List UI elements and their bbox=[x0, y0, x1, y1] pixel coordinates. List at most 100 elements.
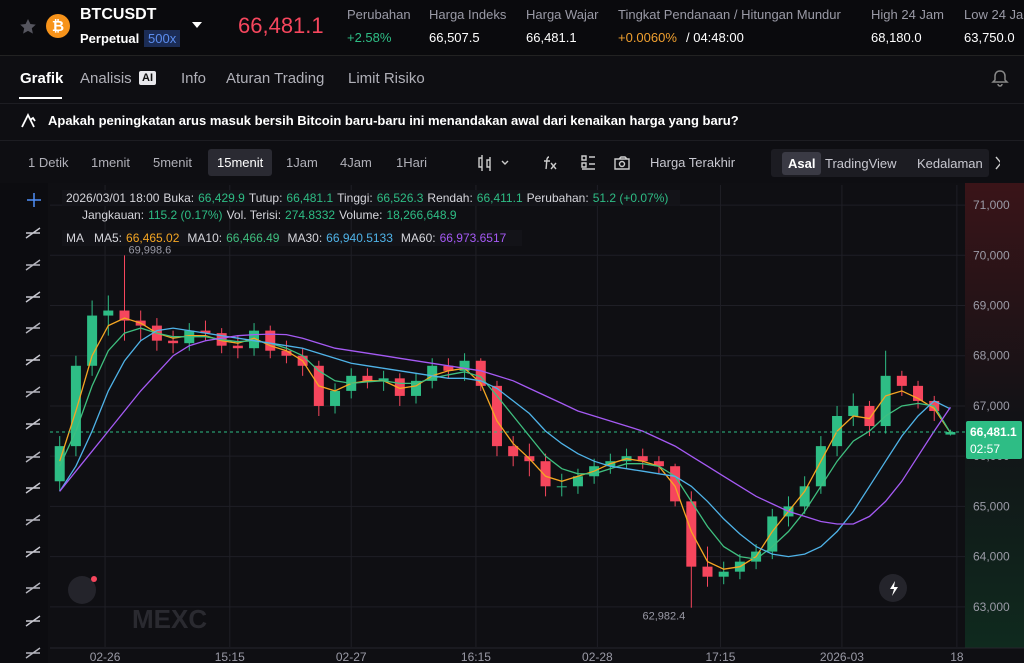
ohlc-label: Buka: bbox=[163, 191, 195, 205]
tool-icon[interactable] bbox=[25, 546, 41, 558]
x-tick-label: 02-26 bbox=[90, 650, 121, 663]
interval[interactable]: 4Jam bbox=[340, 155, 372, 170]
candle-body bbox=[686, 501, 697, 567]
tab[interactable]: Info bbox=[181, 70, 207, 87]
tab-underline bbox=[19, 97, 62, 99]
price-source[interactable]: Harga Terakhir bbox=[650, 155, 736, 170]
ohlc-label: Volume: bbox=[339, 208, 383, 222]
tool-icon[interactable] bbox=[25, 418, 41, 430]
tool-icon[interactable] bbox=[25, 514, 41, 526]
interval[interactable]: 1Hari bbox=[396, 155, 428, 170]
candle-body bbox=[168, 340, 179, 344]
candle-body bbox=[702, 566, 713, 577]
stat-value: 63,750.0 bbox=[964, 30, 1015, 45]
interval[interactable]: 1 Detik bbox=[28, 155, 69, 170]
interval[interactable]: 1menit bbox=[91, 155, 131, 170]
candle-body bbox=[249, 330, 260, 349]
ohlc-label: Vol. Terisi: bbox=[226, 208, 282, 222]
tool-icon[interactable] bbox=[25, 451, 41, 463]
ohlc-time: 2026/03/01 18:00 bbox=[66, 191, 160, 205]
tool-icon[interactable] bbox=[27, 193, 41, 207]
y-tick-label: 70,000 bbox=[973, 248, 1010, 262]
legend-name: MA10: bbox=[187, 231, 223, 245]
candle-body bbox=[475, 360, 486, 386]
tab[interactable]: Aturan Trading bbox=[226, 70, 325, 87]
extreme-label: 62,982.4 bbox=[642, 611, 685, 623]
layout-icon[interactable] bbox=[581, 155, 595, 170]
price-axis-background bbox=[965, 183, 1024, 648]
candle-body bbox=[265, 330, 276, 351]
candle-body bbox=[103, 310, 114, 316]
candle-body bbox=[281, 350, 292, 356]
screenshot-lens bbox=[618, 160, 626, 168]
tool-icon[interactable] bbox=[25, 615, 41, 627]
tool-icon[interactable] bbox=[25, 482, 41, 494]
x-tick-label: 18 bbox=[950, 650, 964, 663]
tool-icon[interactable] bbox=[25, 647, 41, 659]
symbol-icons: ₿ bbox=[20, 14, 202, 38]
ohlc-value: 66,526.3 bbox=[376, 191, 424, 205]
screenshot-icon[interactable] bbox=[614, 156, 630, 170]
y-tick-label: 64,000 bbox=[973, 550, 1010, 564]
candle-body bbox=[556, 486, 567, 488]
symbol-dropdown[interactable] bbox=[192, 22, 202, 28]
chart-type-icon[interactable] bbox=[478, 155, 491, 171]
candle-body bbox=[362, 375, 373, 381]
tool-icon[interactable] bbox=[25, 291, 41, 303]
x-tick-label: 02-28 bbox=[582, 650, 613, 663]
interval[interactable]: 1Jam bbox=[286, 155, 318, 170]
ma-legend: MA MA5: 66,465.02 MA10: 66,466.49 MA30: 66,940… bbox=[62, 230, 523, 246]
candle-body bbox=[411, 380, 421, 396]
x-tick-label: 16:15 bbox=[461, 650, 491, 663]
ohlc-value: 18,266,648.9 bbox=[386, 208, 457, 222]
tab[interactable]: Grafik bbox=[20, 70, 64, 87]
tool-icon[interactable] bbox=[25, 354, 41, 366]
view-tab[interactable]: Kedalaman bbox=[917, 156, 983, 171]
bell-icon[interactable] bbox=[990, 68, 1010, 88]
ohlc-value: 115.2 (0.17%) bbox=[148, 208, 223, 222]
candle-body bbox=[330, 390, 341, 406]
tool-icon[interactable] bbox=[25, 259, 41, 271]
alert-button[interactable] bbox=[68, 576, 96, 604]
candle-body bbox=[427, 365, 438, 381]
favorite-star[interactable] bbox=[20, 19, 36, 34]
ohlc-label: Tinggi: bbox=[337, 191, 373, 205]
btc-glyph: ₿ bbox=[52, 18, 64, 35]
candle-body bbox=[70, 365, 81, 447]
view-tab[interactable]: TradingView bbox=[825, 156, 897, 171]
stat-label: Harga Indeks bbox=[429, 7, 507, 22]
ohlc-info: 2026/03/01 18:00 Buka: 66,429.9 Tutup: 66,48… bbox=[62, 190, 681, 206]
stat-label: High 24 Jam bbox=[871, 7, 944, 22]
legend-name: MA30: bbox=[287, 231, 323, 245]
scroll-right[interactable] bbox=[995, 156, 1000, 170]
interval[interactable]: 15menit bbox=[208, 149, 273, 176]
extreme-label: 69,998.6 bbox=[128, 244, 171, 256]
ai-badge: AI bbox=[139, 71, 156, 85]
legend-value: 66,465.02 bbox=[126, 231, 180, 245]
contract-type: Perpetual bbox=[80, 31, 140, 46]
tool-icon[interactable] bbox=[25, 322, 41, 334]
chart-type-caret[interactable] bbox=[501, 160, 509, 165]
ai-question[interactable]: Apakah peningkatan arus masuk bersih Bit… bbox=[48, 113, 739, 128]
indicator-icon[interactable] bbox=[544, 156, 557, 170]
candle-body bbox=[848, 405, 859, 416]
stat-label: Harga Wajar bbox=[526, 7, 599, 22]
ohlc-label: Rendah: bbox=[427, 191, 473, 205]
last-price-tag bbox=[966, 421, 1022, 460]
ohlc-value: 66,429.9 bbox=[198, 191, 245, 205]
tool-icon[interactable] bbox=[25, 227, 41, 239]
tool-icon[interactable] bbox=[25, 386, 41, 398]
candle-body bbox=[653, 461, 664, 467]
ma-line bbox=[59, 317, 951, 570]
candle-body bbox=[670, 466, 681, 502]
stat-value: 68,180.0 bbox=[871, 30, 922, 45]
stat-value: 66,507.5 bbox=[429, 30, 480, 45]
tab[interactable]: Analisis bbox=[80, 70, 132, 87]
drawing-toolbar bbox=[0, 183, 48, 663]
tab[interactable]: Limit Risiko bbox=[348, 70, 425, 87]
interval[interactable]: 5menit bbox=[153, 155, 193, 170]
view-tab[interactable]: Asal bbox=[782, 152, 822, 175]
symbol[interactable]: BTCUSDT bbox=[80, 6, 157, 23]
tool-icon[interactable] bbox=[25, 582, 41, 594]
